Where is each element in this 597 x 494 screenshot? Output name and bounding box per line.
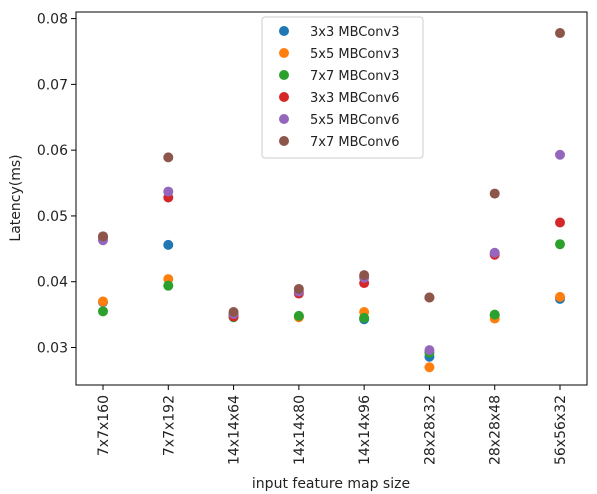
x-tick-label: 7x7x160	[96, 395, 112, 456]
data-point	[163, 186, 174, 197]
y-tick-label: 0.04	[37, 275, 68, 291]
x-tick-label: 14x14x64	[227, 395, 243, 465]
data-point	[555, 28, 565, 39]
y-tick-label: 0.07	[37, 77, 68, 93]
y-tick-label: 0.03	[37, 341, 68, 357]
data-points	[98, 28, 565, 373]
data-point	[424, 362, 435, 373]
legend-label: 5x5 MBConv3	[310, 47, 400, 62]
data-point	[555, 217, 565, 228]
x-tick-label: 56x56x32	[553, 395, 569, 465]
y-tick-label: 0.05	[37, 209, 68, 225]
y-axis-label: Latency(ms)	[8, 154, 24, 241]
data-point	[98, 296, 108, 307]
y-axis: 0.03 0.04 0.05 0.06 0.07 0.08	[37, 12, 76, 357]
x-axis-label: input feature map size	[252, 476, 410, 492]
data-point	[424, 345, 435, 356]
data-point	[293, 283, 304, 294]
legend-marker	[279, 26, 289, 36]
data-point	[98, 231, 108, 242]
legend-box	[261, 16, 424, 159]
legend-label: 7x7 MBConv6	[310, 135, 400, 150]
data-point	[163, 152, 174, 163]
data-point	[293, 310, 304, 321]
legend-marker	[279, 136, 289, 146]
legend-label: 5x5 MBConv6	[310, 113, 400, 128]
x-tick-label: 28x28x48	[488, 395, 504, 465]
data-point	[489, 309, 500, 320]
data-point	[424, 292, 435, 303]
plot-frame	[75, 11, 588, 386]
y-tick-label: 0.08	[37, 12, 68, 28]
legend-marker	[279, 70, 289, 80]
legend-marker	[279, 114, 289, 124]
data-point	[489, 247, 500, 258]
data-point	[555, 239, 565, 250]
legend-label: 3x3 MBConv3	[310, 25, 400, 40]
legend-label: 7x7 MBConv3	[310, 69, 400, 84]
x-tick-label: 28x28x32	[422, 395, 438, 465]
x-axis: 7x7x160 7x7x192 14x14x64 14x14x80 14x14x96 28…	[96, 385, 569, 465]
legend-marker	[279, 92, 289, 102]
data-point	[489, 188, 500, 199]
data-point	[555, 291, 565, 302]
x-tick-label: 7x7x192	[161, 395, 177, 456]
x-tick-label: 14x14x80	[292, 395, 308, 465]
legend-marker	[279, 48, 289, 58]
data-point	[555, 149, 565, 160]
data-point	[98, 306, 108, 317]
legend: 3x3 MBConv3 5x5 MBConv3 7x7 MBConv3 3x3 MBC…	[261, 16, 424, 159]
y-tick-label: 0.06	[37, 143, 68, 159]
data-point	[163, 280, 174, 291]
legend-label: 3x3 MBConv6	[310, 91, 400, 106]
x-tick-label: 14x14x96	[357, 395, 373, 465]
data-point	[359, 312, 370, 323]
data-point	[228, 306, 239, 317]
data-point	[359, 270, 370, 281]
data-point	[163, 239, 174, 250]
